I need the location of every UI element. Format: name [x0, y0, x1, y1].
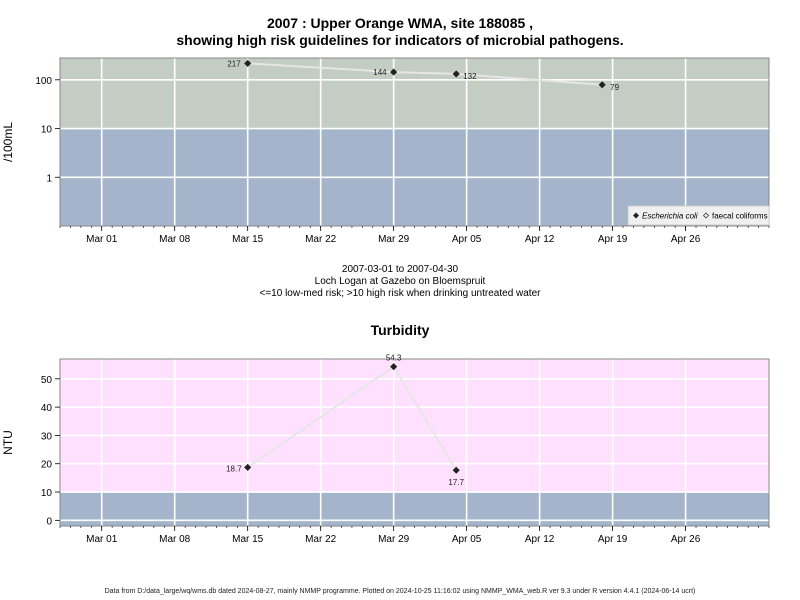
data-point	[390, 363, 398, 371]
x-tick-label: Mar 08	[159, 234, 191, 245]
legend-entry: faecal coliforms	[712, 212, 768, 221]
chart-title-line-2: showing high risk guidelines for indicat…	[176, 32, 624, 48]
data-label: 79	[610, 83, 619, 92]
x-tick-label: Apr 19	[598, 234, 628, 245]
data-label: 132	[463, 72, 477, 81]
data-label: 17.7	[448, 478, 464, 487]
data-point	[598, 81, 606, 89]
series-line	[247, 62, 603, 86]
x-tick-label: Apr 19	[598, 534, 628, 545]
data-point	[244, 59, 252, 67]
x-tick-label: Mar 01	[86, 234, 118, 245]
x-tick-label: Mar 22	[305, 534, 337, 545]
footer-note: Data from D:/data_large/wq/wms.db dated …	[104, 588, 696, 595]
x-tick-label: Apr 26	[671, 234, 701, 245]
legend-entry: Escherichia coli	[642, 212, 698, 221]
site-caption: Loch Logan at Gazebo on Bloemspruit	[314, 276, 486, 287]
x-tick-label: Mar 15	[232, 234, 264, 245]
y-tick-label: 30	[41, 431, 53, 442]
turbidity-chart: Mar 01 Mar 08 Mar 15 Mar 22 Mar 29 Apr 05 Apr …	[1, 322, 770, 545]
x-tick-label: Mar 22	[305, 234, 337, 245]
x-tick-label: Mar 15	[232, 534, 264, 545]
y-axis-label: NTU	[1, 430, 15, 455]
legend-marker	[703, 212, 709, 219]
data-point	[452, 466, 460, 474]
chart-title: Turbidity	[371, 322, 430, 338]
band-high	[60, 359, 769, 493]
risk-guideline-caption: <=10 low-med risk; >10 high risk when dr…	[259, 288, 541, 299]
date-range-caption: 2007-03-01 to 2007-04-30	[341, 264, 459, 275]
x-tick-label: Apr 12	[525, 234, 555, 245]
data-point	[390, 68, 398, 76]
y-tick-label: 50	[41, 375, 53, 386]
x-tick-label: Mar 01	[86, 534, 118, 545]
legend-marker	[633, 212, 639, 219]
x-tick-label: Apr 12	[525, 534, 555, 545]
x-tick-label: Mar 29	[378, 234, 410, 245]
data-label: 217	[227, 59, 241, 68]
x-tick-label: Apr 26	[671, 534, 701, 545]
y-tick-label: 40	[41, 403, 53, 414]
y-axis-label: /100mL	[1, 122, 15, 162]
x-tick-label: Mar 29	[378, 534, 410, 545]
x-tick-label: Mar 08	[159, 534, 191, 545]
chart-title-line-1: 2007 : Upper Orange WMA, site 188085 ,	[266, 15, 534, 31]
data-label: 144	[373, 68, 387, 77]
microbial-chart: Mar 01 Mar 08 Mar 15 Mar 22 Mar 29 Apr 05 Apr …	[1, 57, 770, 245]
data-label: 54.3	[386, 354, 402, 363]
data-point	[452, 70, 460, 78]
data-point	[244, 463, 252, 471]
y-tick-label: 10	[41, 125, 53, 136]
legend-box	[627, 205, 770, 226]
x-tick-label: Apr 05	[452, 534, 482, 545]
y-tick-label: 0	[46, 516, 52, 527]
y-tick-label: 20	[41, 460, 53, 471]
y-tick-label: 1	[46, 173, 52, 184]
x-tick-label: Apr 05	[452, 234, 482, 245]
band-high	[60, 58, 769, 129]
data-label: 18.7	[226, 464, 242, 473]
y-tick-label: 100	[35, 76, 52, 87]
y-tick-label: 10	[41, 488, 53, 499]
